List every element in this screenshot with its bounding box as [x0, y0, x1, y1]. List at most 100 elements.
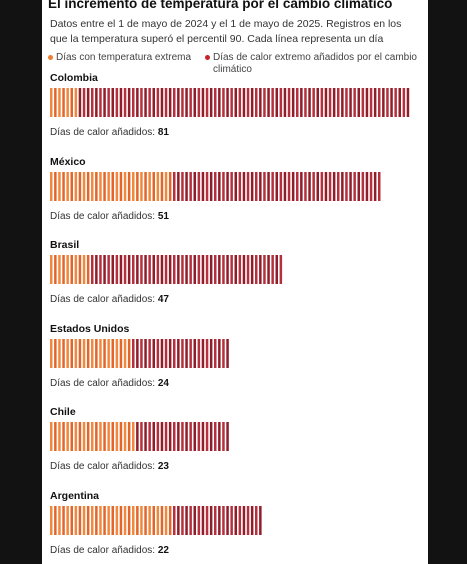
extreme-day-stripe	[95, 422, 98, 452]
added-day-stripe	[205, 255, 209, 285]
extreme-day-stripe	[160, 506, 164, 535]
added-day-stripe	[238, 171, 242, 201]
added-day-stripe	[197, 88, 201, 117]
extreme-day-stripe	[107, 171, 110, 201]
added-day-stripe	[173, 171, 176, 201]
added-day-stripe	[209, 88, 213, 117]
added-day-stripe	[275, 88, 278, 117]
extreme-day-stripe	[70, 88, 73, 117]
added-day-stripe	[189, 255, 192, 285]
added-day-stripe	[144, 88, 147, 117]
added-day-stripe	[291, 88, 295, 117]
added-day-stripe	[189, 338, 192, 368]
added-day-stripe	[140, 255, 143, 285]
extreme-day-stripe	[70, 171, 73, 201]
legend-extreme-dot	[48, 55, 53, 60]
added-day-stripe	[332, 88, 336, 117]
extreme-day-stripe	[107, 506, 110, 535]
added-day-stripe	[361, 171, 365, 201]
added-day-stripe	[263, 88, 266, 117]
added-day-stripe	[185, 171, 188, 201]
extreme-day-stripe	[82, 171, 86, 201]
extreme-day-stripe	[70, 338, 73, 368]
extreme-day-stripe	[86, 255, 90, 285]
added-day-stripe	[263, 171, 266, 201]
added-day-stripe	[201, 506, 205, 535]
extreme-day-stripe	[54, 338, 57, 368]
chart-subtitle: Datos entre el 1 de mayo de 2024 y el 1 …	[50, 18, 402, 45]
added-day-stripe	[304, 88, 307, 117]
added-day-stripe	[250, 255, 254, 285]
extreme-day-stripe	[74, 255, 78, 285]
added-day-stripe	[168, 88, 172, 117]
added-day-stripe	[164, 88, 168, 117]
added-day-stripe	[279, 255, 283, 285]
added-day-stripe	[205, 506, 209, 535]
added-day-stripe	[382, 88, 385, 117]
extreme-day-stripe	[123, 506, 127, 535]
extreme-day-stripe	[66, 422, 69, 452]
extreme-day-stripe	[160, 171, 164, 201]
added-day-stripe	[402, 88, 406, 117]
extreme-day-stripe	[132, 422, 135, 452]
extreme-day-stripe	[66, 255, 69, 285]
added-day-stripe	[214, 338, 217, 368]
extreme-day-stripe	[62, 88, 65, 117]
added-days-value: 51	[157, 210, 169, 222]
country-label-estados-unidos: Estados Unidos	[50, 322, 130, 335]
added-day-stripe	[337, 171, 340, 201]
extreme-day-stripe	[140, 171, 143, 201]
added-day-stripe	[255, 255, 258, 285]
added-day-stripe	[177, 338, 180, 368]
added-day-stripe	[205, 422, 209, 452]
added-day-stripe	[296, 171, 299, 201]
extreme-day-stripe	[54, 506, 57, 535]
added-day-stripe	[144, 255, 147, 285]
added-day-stripe	[386, 88, 389, 117]
extreme-day-stripe	[103, 171, 106, 201]
added-day-stripe	[123, 255, 127, 285]
added-day-stripe	[312, 88, 315, 117]
added-day-stripe	[119, 255, 123, 285]
added-day-stripe	[357, 171, 360, 201]
added-day-stripe	[181, 88, 184, 117]
extreme-day-stripe	[111, 171, 114, 201]
added-day-stripe	[324, 88, 328, 117]
added-day-stripe	[353, 171, 356, 201]
added-day-stripe	[320, 171, 324, 201]
country-label-brasil: Brasil	[50, 239, 80, 252]
added-days-prefix: Días de calor añadidos:	[50, 294, 158, 306]
added-day-stripe	[267, 255, 270, 285]
added-day-stripe	[378, 88, 381, 117]
added-day-stripe	[193, 338, 196, 368]
extreme-day-stripe	[164, 506, 168, 535]
extreme-day-stripe	[103, 506, 106, 535]
stripe-bar-argentina	[50, 506, 262, 535]
added-day-stripe	[373, 88, 377, 117]
stripe-bar-colombia	[50, 88, 410, 117]
added-days-prefix: Días de calor añadidos:	[50, 545, 158, 556]
added-day-stripe	[95, 255, 98, 285]
added-days-value: 22	[157, 545, 169, 556]
extreme-day-stripe	[62, 506, 65, 535]
added-day-stripe	[185, 255, 188, 285]
added-day-stripe	[193, 506, 196, 535]
added-day-stripe	[279, 88, 283, 117]
added-day-stripe	[111, 88, 114, 117]
added-day-stripe	[173, 506, 176, 535]
extreme-day-stripe	[152, 506, 155, 535]
added-day-stripe	[177, 255, 180, 285]
added-day-stripe	[214, 255, 217, 285]
added-days-prefix: Días de calor añadidos:	[50, 377, 158, 389]
extreme-day-stripe	[107, 422, 110, 452]
added-day-stripe	[181, 422, 184, 452]
added-day-stripe	[168, 255, 172, 285]
added-day-stripe	[156, 422, 160, 452]
added-day-stripe	[177, 171, 180, 201]
added-day-stripe	[181, 171, 184, 201]
stripe-bar-estados-unidos	[50, 338, 229, 368]
extreme-day-stripe	[156, 506, 160, 535]
added-day-stripe	[136, 255, 139, 285]
added-day-stripe	[296, 88, 299, 117]
extreme-day-stripe	[66, 506, 69, 535]
